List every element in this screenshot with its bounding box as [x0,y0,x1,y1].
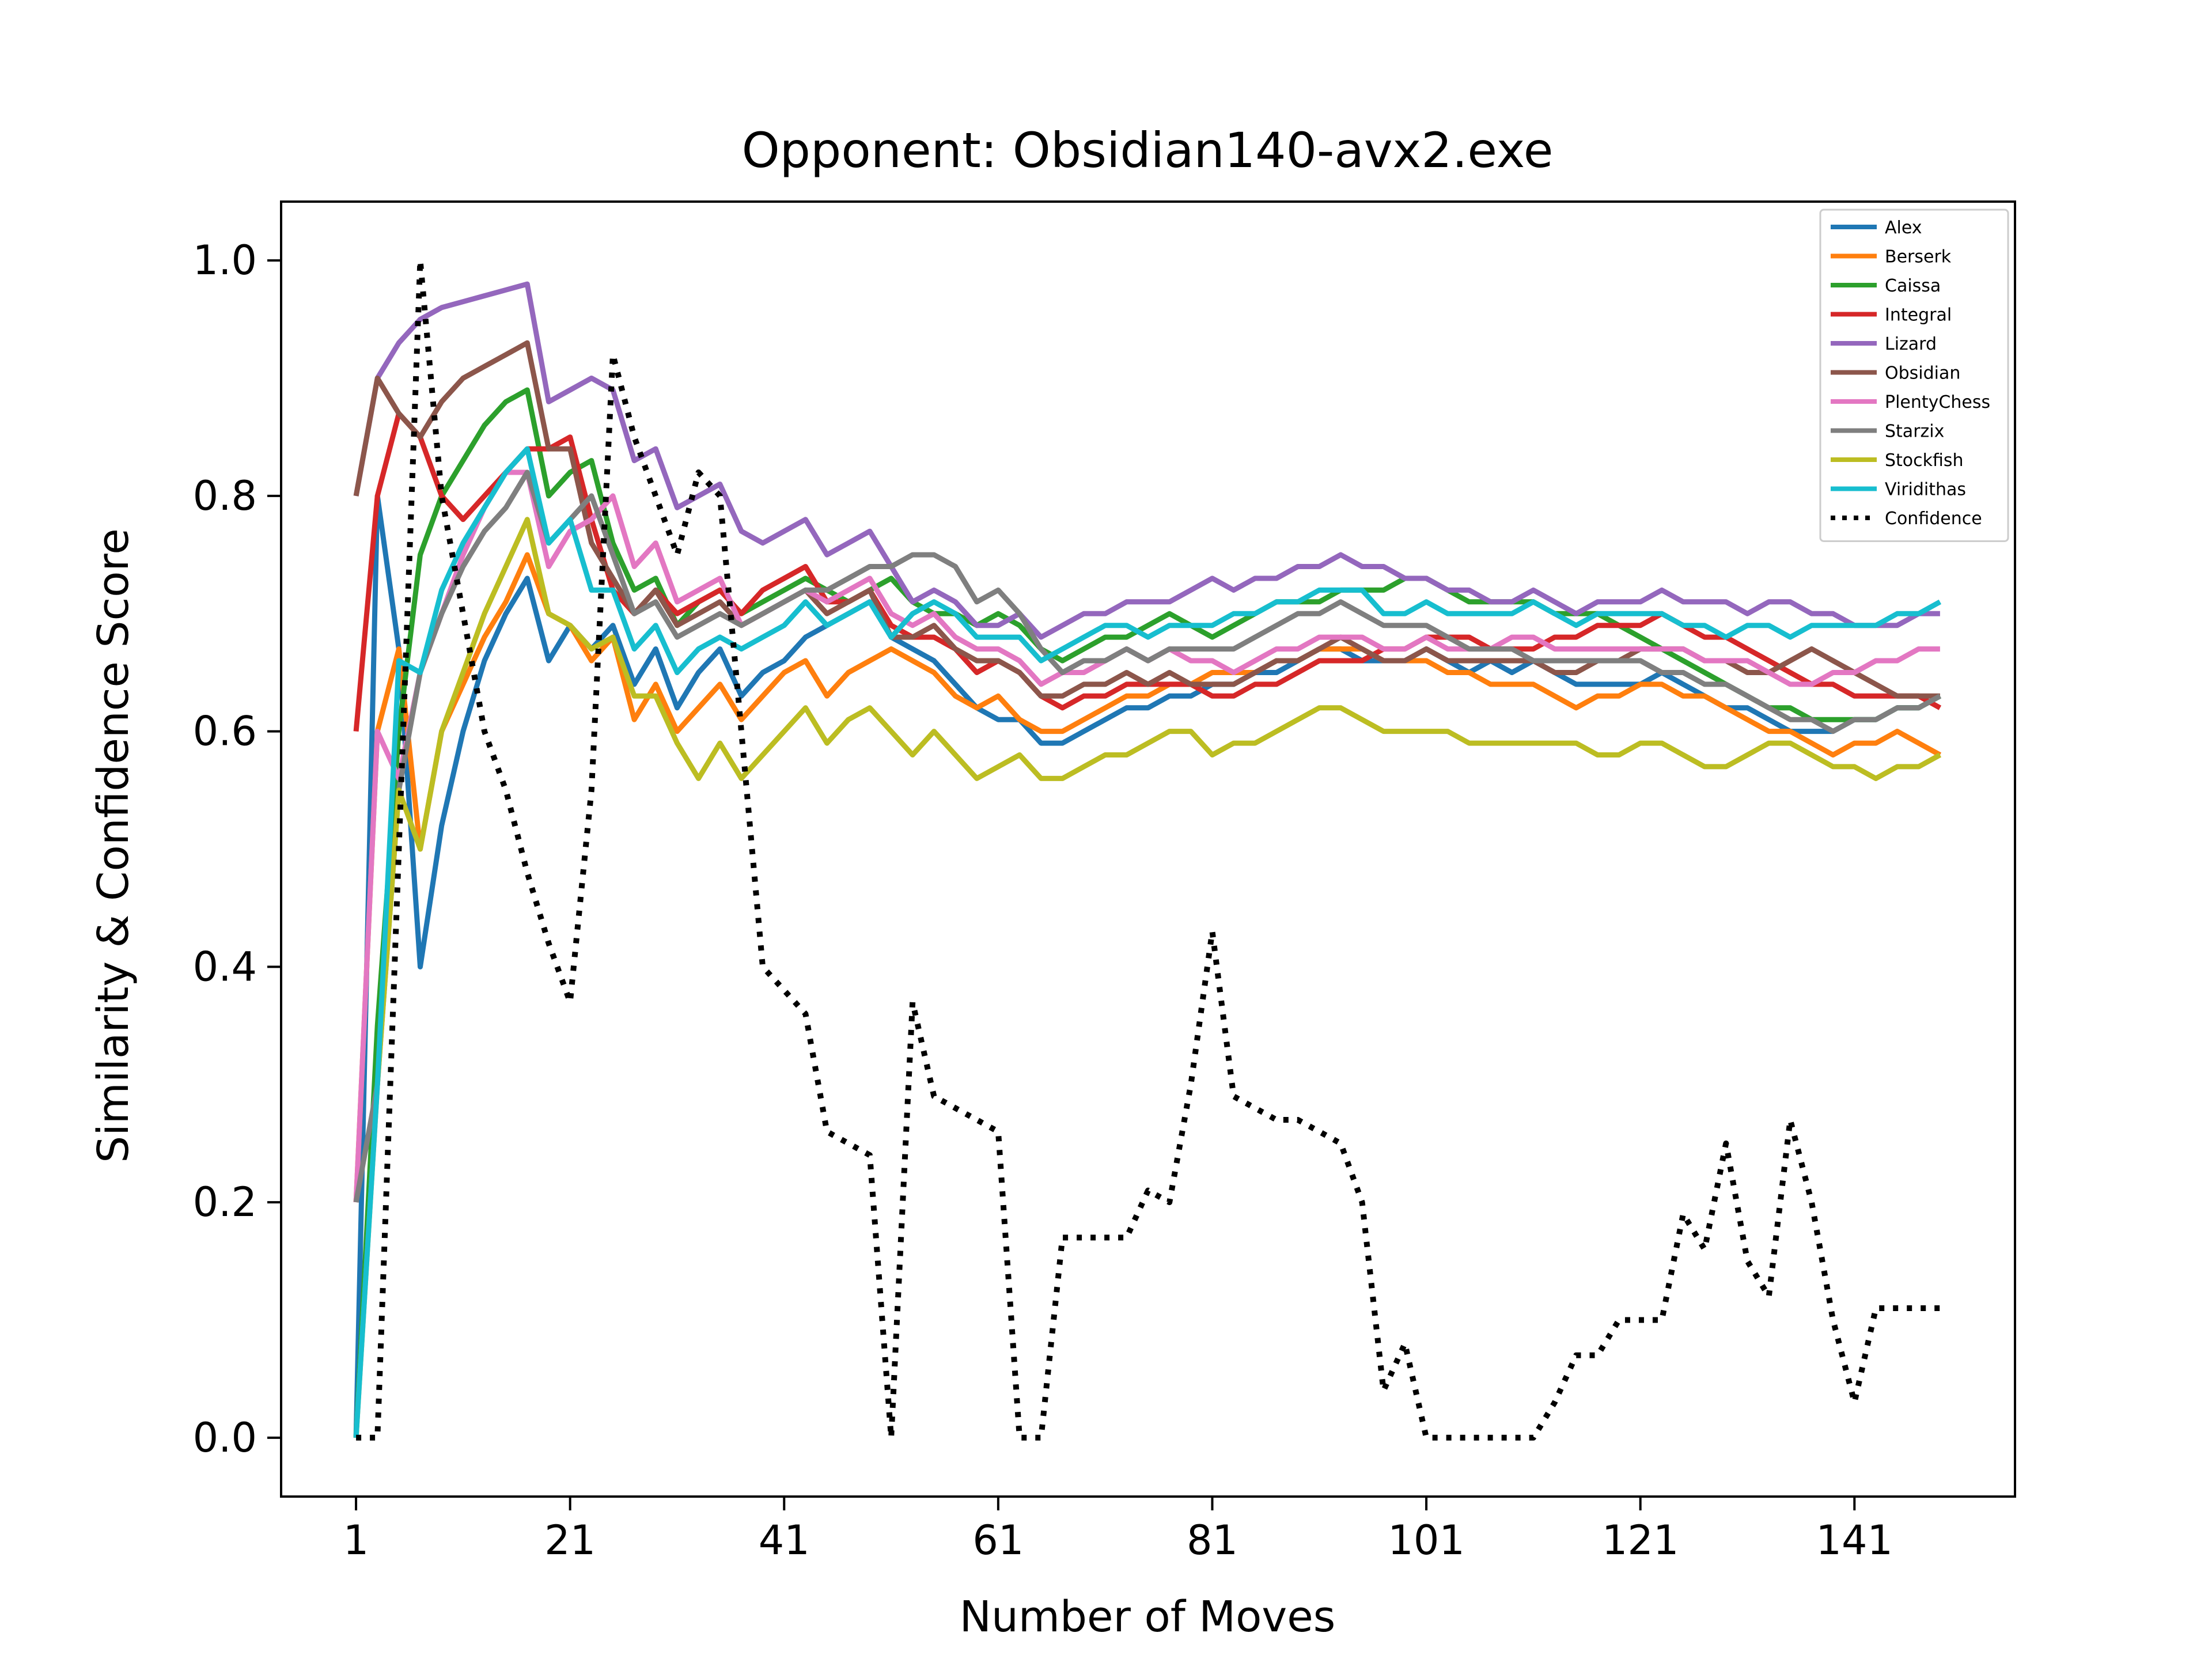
legend: Alex Berserk Caissa Integral Lizard Obsidian P… [1819,209,2009,542]
y-tick-label: 0.0 [193,1414,257,1461]
x-tick-label: 41 [759,1517,810,1564]
y-tick-label: 0.6 [193,708,257,755]
plot-area: 1 21 41 61 81 101 121 1410.00.20.40.60.81.0Alex… [193,200,2016,1564]
x-tick-label: 61 [972,1517,1024,1564]
series-line-confidence [356,257,1940,1441]
chart-title: Opponent: Obsidian140-avx2.exe [742,122,1554,179]
x-tick-label: 141 [1816,1517,1893,1564]
series-line-caissa [353,387,1942,1438]
legend-label: Stockfish [1885,450,1964,471]
legend-label: Viridithas [1885,480,1966,500]
series-line-stockfish [353,517,1942,1438]
legend-label: Lizard [1885,334,1937,354]
legend-label: Starzix [1885,422,1944,442]
x-tick-label: 81 [1187,1517,1238,1564]
y-tick-label: 0.4 [193,943,257,990]
legend-label: Confidence [1885,509,1982,529]
y-tick-label: 1.0 [193,237,257,284]
y-tick-label: 0.8 [193,472,257,520]
x-tick-label: 101 [1388,1517,1465,1564]
series-line-starzix [353,469,1942,1203]
legend-label: Integral [1885,305,1952,325]
x-tick-label: 121 [1602,1517,1679,1564]
x-tick-label: 1 [343,1517,369,1564]
series-line-lizard [353,281,1940,640]
x-tick-label: 21 [544,1517,596,1564]
legend-label: Berserk [1885,247,1952,267]
legend-label: Obsidian [1885,363,1960,384]
legend-label: PlentyChess [1885,392,1990,412]
series-line-viridithas [353,446,1942,1438]
y-axis-label: Similarity & Confidence Score [89,528,138,1162]
series-line-berserk [353,552,1942,1203]
plot-frame [280,200,2016,1498]
y-tick-label: 0.2 [193,1179,257,1226]
legend-label: Caissa [1885,276,1941,296]
x-axis-label: Number of Moves [960,1592,1336,1642]
legend-label: Alex [1885,218,1922,238]
series-line-alex [353,493,1942,1438]
